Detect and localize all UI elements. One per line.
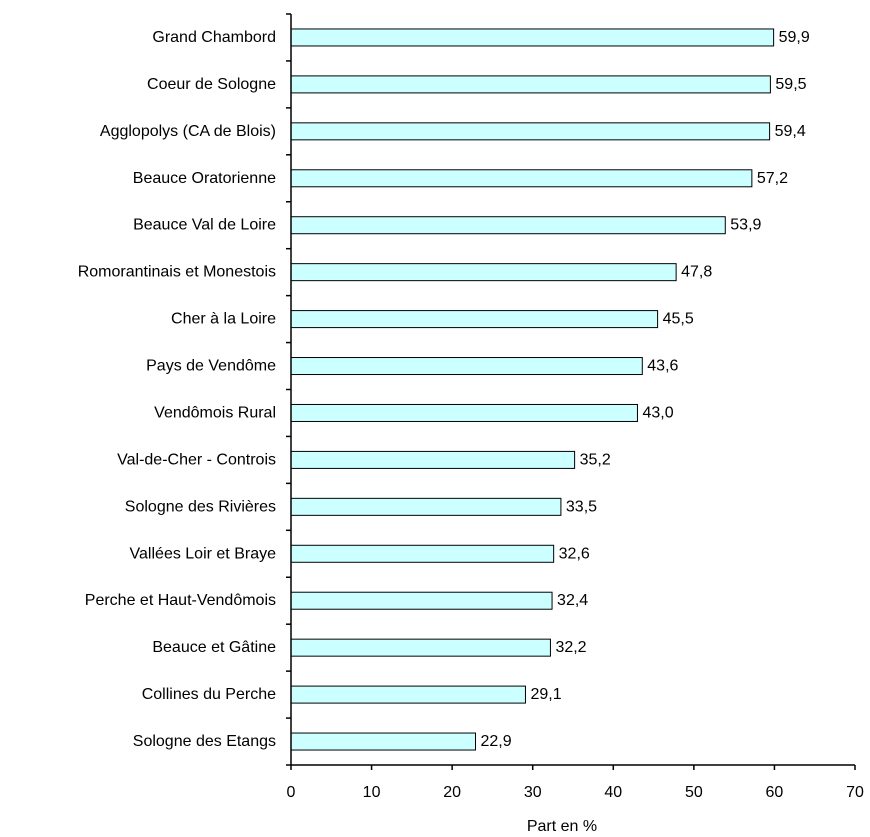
value-label: 22,9 [481, 733, 512, 750]
category-label: Collines du Perche [142, 686, 276, 703]
bar [290, 75, 771, 94]
x-tick-label: 0 [287, 784, 296, 801]
value-label: 43,6 [647, 358, 678, 375]
category-label: Grand Chambord [152, 29, 276, 46]
bar [290, 169, 753, 188]
value-label: 43,0 [642, 404, 673, 421]
category-label: Sologne des Rivières [125, 498, 276, 515]
category-label: Beauce Val de Loire [133, 217, 276, 234]
bar [290, 497, 562, 516]
x-tick-label: 70 [846, 784, 864, 801]
bar [290, 638, 551, 657]
bar [290, 357, 643, 376]
category-label: Coeur de Sologne [147, 76, 276, 93]
category-label: Cher à la Loire [171, 311, 276, 328]
bar [290, 450, 576, 469]
labels-layer: Grand Chambord 59,9 Coeur de Sologne 59,5 Ag… [78, 29, 864, 801]
x-tick-label: 20 [443, 784, 461, 801]
value-label: 53,9 [730, 217, 761, 234]
category-label: Vendômois Rural [154, 404, 276, 421]
axes-layer [286, 13, 856, 770]
bar [290, 263, 677, 282]
category-label: Val-de-Cher - Controis [117, 451, 276, 468]
value-label: 32,6 [559, 545, 590, 562]
value-label: 33,5 [566, 498, 597, 515]
bar [290, 310, 659, 329]
category-label: Beauce Oratorienne [133, 170, 276, 187]
bar [290, 685, 526, 704]
bar [290, 591, 553, 610]
bar [290, 544, 555, 563]
x-tick-label: 40 [604, 784, 622, 801]
category-label: Agglopolys (CA de Blois) [100, 123, 276, 140]
category-label: Pays de Vendôme [146, 358, 276, 375]
value-label: 59,5 [775, 76, 806, 93]
x-tick-label: 30 [524, 784, 542, 801]
bar [290, 28, 775, 47]
value-label: 35,2 [580, 451, 611, 468]
value-label: 32,2 [555, 639, 586, 656]
value-label: 57,2 [757, 170, 788, 187]
bar [290, 732, 477, 751]
category-label: Vallées Loir et Braye [130, 545, 277, 562]
x-tick-label: 10 [363, 784, 381, 801]
category-label: Sologne des Etangs [133, 733, 276, 750]
value-label: 29,1 [530, 686, 561, 703]
bar [290, 403, 638, 422]
category-label: Beauce et Gâtine [152, 639, 276, 656]
value-label: 59,9 [779, 29, 810, 46]
bar [290, 122, 771, 141]
value-label: 32,4 [557, 592, 588, 609]
bars-layer [290, 28, 775, 751]
x-axis-title: Part en % [527, 818, 597, 835]
category-label: Romorantinais et Monestois [78, 264, 276, 281]
category-label: Perche et Haut-Vendômois [85, 592, 276, 609]
value-label: 47,8 [681, 264, 712, 281]
x-tick-label: 50 [685, 784, 703, 801]
value-label: 59,4 [775, 123, 806, 140]
value-label: 45,5 [663, 311, 694, 328]
x-tick-label: 60 [766, 784, 784, 801]
bar [290, 216, 726, 235]
